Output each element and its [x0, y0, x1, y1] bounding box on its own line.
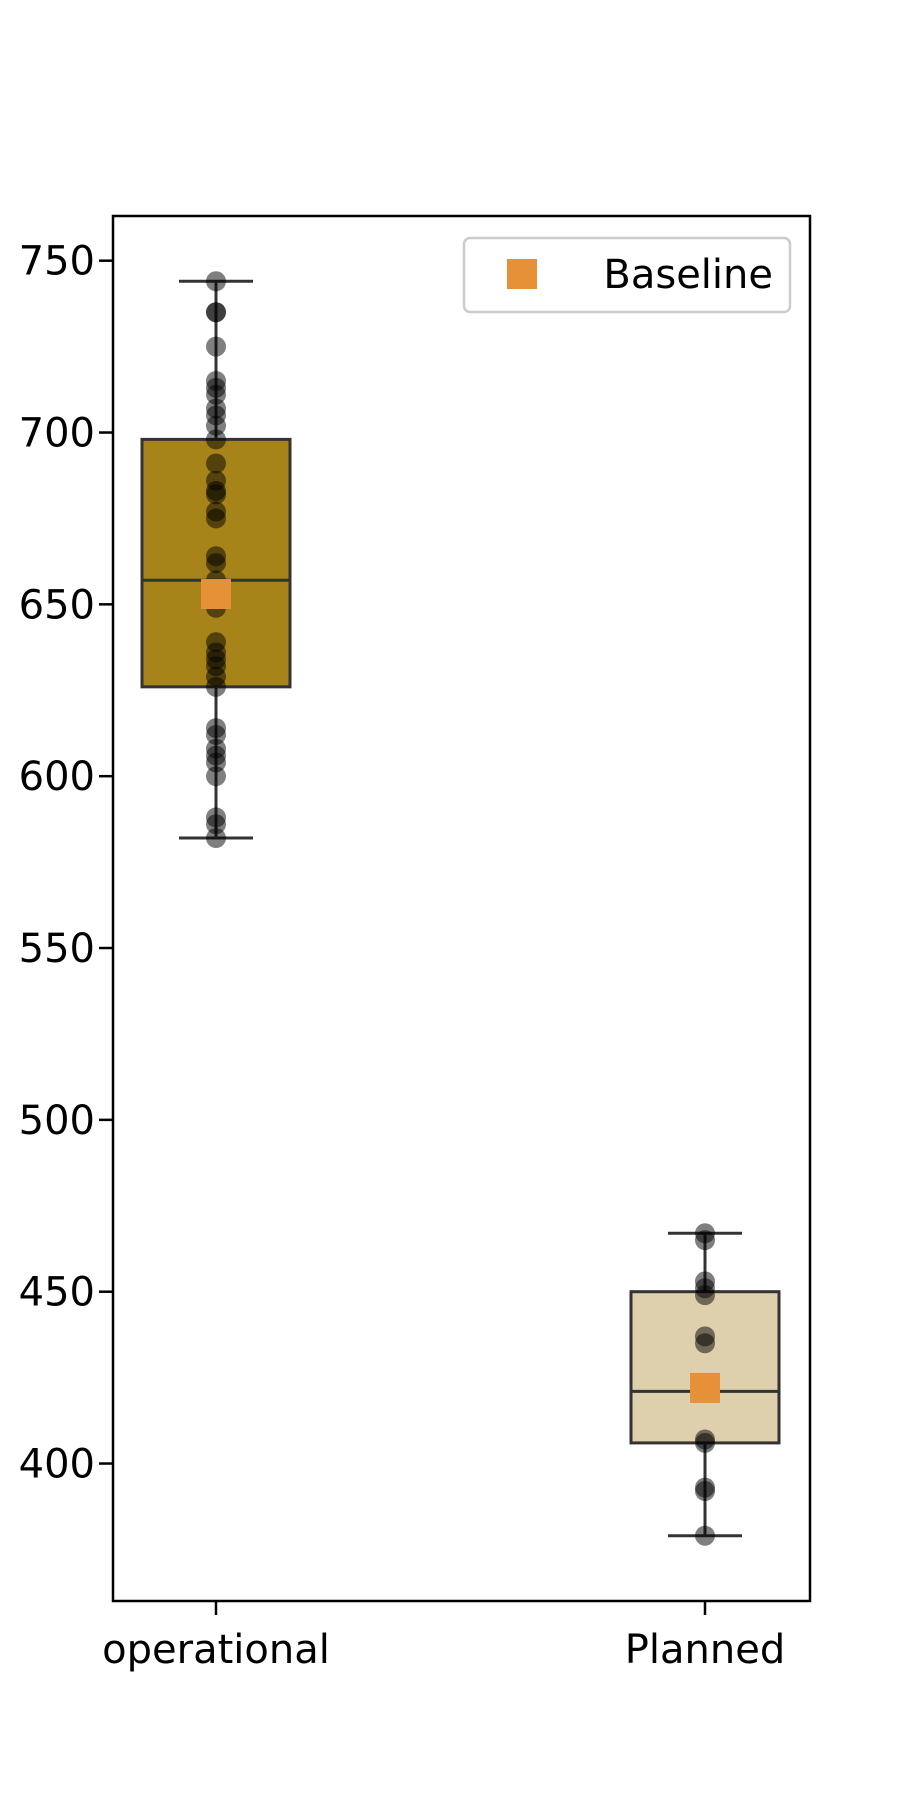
x-tick-label: operational [102, 1627, 330, 1673]
data-point [206, 676, 226, 697]
data-point [206, 336, 226, 357]
mean-marker [690, 1372, 720, 1403]
data-point [206, 415, 226, 436]
y-tick-label: 500 [19, 1098, 95, 1144]
box-operational [140, 271, 292, 849]
y-tick-label: 600 [19, 754, 95, 800]
box-iqr [629, 1290, 781, 1445]
mean-marker [201, 579, 231, 610]
legend: Baseline [462, 236, 792, 314]
data-point [206, 724, 226, 745]
y-tick-label: 750 [19, 239, 95, 285]
y-tick-label: 400 [19, 1442, 95, 1488]
data-point [206, 508, 226, 529]
legend-marker-baseline [507, 259, 537, 289]
x-tick-label: Planned [625, 1627, 785, 1673]
data-point [206, 429, 226, 450]
data-point [695, 1432, 715, 1453]
data-point [206, 453, 226, 474]
data-point [206, 766, 226, 787]
plot-frame [111, 214, 812, 1603]
legend-box [462, 236, 792, 314]
data-point [206, 271, 226, 292]
data-point [695, 1525, 715, 1546]
data-point [695, 1230, 715, 1251]
data-point [206, 814, 226, 835]
data-point [206, 384, 226, 405]
data-point [206, 302, 226, 323]
y-tick-label: 700 [19, 411, 95, 457]
data-point [206, 553, 226, 574]
y-tick-label: 650 [19, 582, 95, 628]
box-planned [629, 1223, 781, 1546]
data-point [695, 1333, 715, 1354]
x-axis: operational Planned [102, 1601, 785, 1673]
box-series [140, 271, 781, 1546]
data-point [695, 1481, 715, 1502]
data-point [206, 752, 226, 773]
legend-label-baseline: Baseline [603, 252, 773, 298]
data-point [206, 828, 226, 849]
y-tick-label: 450 [19, 1270, 95, 1316]
y-axis: 400 450 500 550 600 650 700 750 [19, 239, 113, 1488]
y-tick-label: 550 [19, 926, 95, 972]
data-point [206, 484, 226, 505]
data-point [695, 1285, 715, 1306]
